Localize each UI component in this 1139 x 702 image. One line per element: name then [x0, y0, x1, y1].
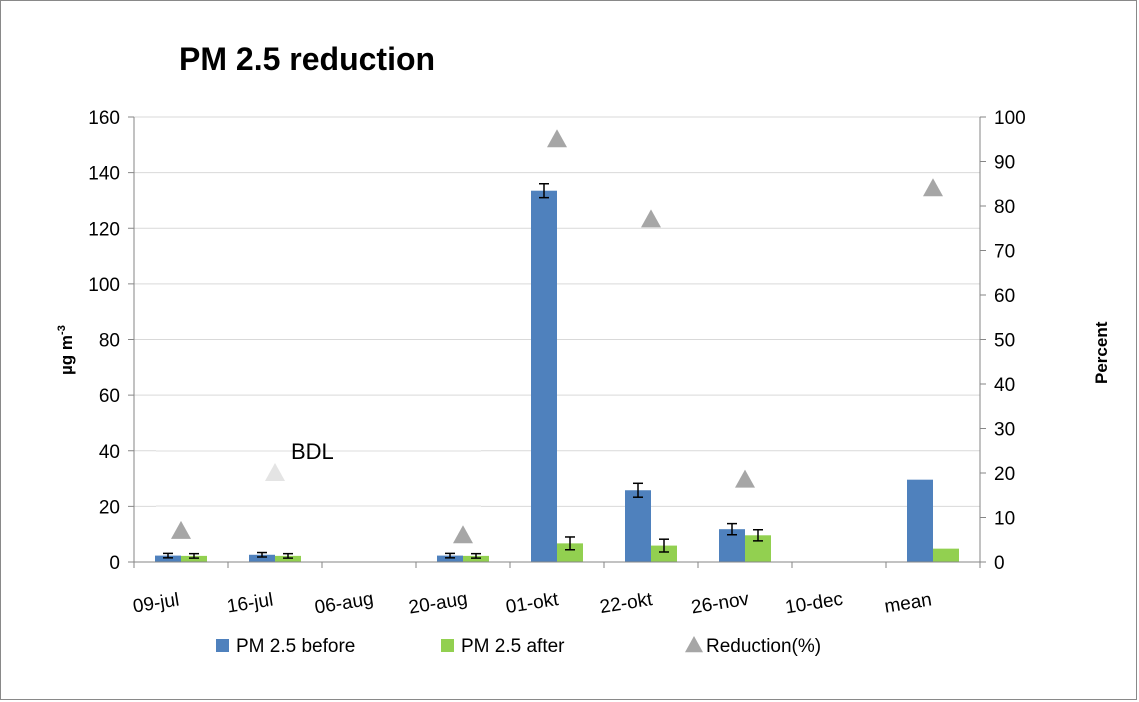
x-tick-label: 16-jul [226, 590, 275, 618]
reduction-marker [735, 469, 755, 488]
y-axis-label-superscript: -3 [56, 325, 68, 335]
bar [531, 190, 557, 562]
reduction-marker [641, 209, 661, 228]
y-axis-label-text: µg m [57, 335, 76, 375]
y2-tick-label: 60 [994, 286, 1015, 307]
reduction-marker [923, 178, 943, 197]
y-tick-label: 60 [99, 386, 120, 407]
reduction-marker [265, 463, 285, 481]
y-tick-label: 0 [109, 553, 120, 574]
y-tick-label: 140 [88, 164, 120, 185]
bar [437, 555, 463, 562]
y-tick-label: 40 [99, 442, 120, 463]
y2-tick-label: 80 [994, 197, 1015, 218]
error-bars [163, 183, 763, 559]
y-tick-label: 120 [88, 219, 120, 240]
reduction-marker [171, 520, 191, 539]
y-tick-label: 20 [99, 497, 120, 518]
x-tick-label: 20-aug [407, 589, 469, 619]
x-tick-label: mean [883, 589, 933, 617]
y-tick-label: 80 [99, 331, 120, 352]
reduction-markers [171, 129, 943, 544]
x-tick-label: 09-jul [132, 590, 181, 618]
y2-tick-label: 90 [994, 153, 1015, 174]
x-tick-label: 06-aug [313, 589, 375, 619]
legend-swatch [441, 639, 454, 652]
legend-label: PM 2.5 after [461, 636, 565, 657]
x-tick-labels: 09-jul 16-jul 06-aug 20-aug 01-okt 22-okt 26-n… [132, 589, 934, 619]
chart-title: PM 2.5 reduction [179, 41, 435, 77]
bar [651, 545, 677, 562]
bar [181, 555, 207, 562]
y2-tick-label: 100 [994, 108, 1026, 129]
y2-tick-labels: 0 10 20 30 40 50 60 70 80 90 100 [994, 108, 1026, 574]
bar [155, 555, 181, 562]
bar [907, 479, 933, 562]
y2-tick-label: 10 [994, 509, 1015, 530]
x-tick-label: 22-okt [598, 589, 654, 618]
y-tick-label: 160 [88, 108, 120, 129]
y2-tick-label: 40 [994, 375, 1015, 396]
bar [249, 554, 275, 562]
bdl-annotation: BDL [291, 439, 334, 464]
axes [128, 116, 986, 568]
bars [155, 190, 959, 562]
bar [933, 548, 959, 562]
y2-tick-label: 0 [994, 553, 1005, 574]
bar [625, 490, 651, 562]
reduction-marker [453, 525, 473, 544]
legend-swatch [216, 639, 229, 652]
legend-label: PM 2.5 before [236, 636, 355, 657]
y2-axis-label: Percent [1092, 321, 1111, 384]
y2-tick-label: 50 [994, 331, 1015, 352]
y2-tick-label: 20 [994, 464, 1015, 485]
bar [275, 555, 301, 562]
legend-marker [685, 636, 703, 653]
y-tick-label: 100 [88, 275, 120, 296]
bar [463, 555, 489, 562]
x-tick-label: 10-dec [784, 589, 845, 619]
x-tick-label: 26-nov [690, 589, 751, 619]
y-tick-labels: 0 20 40 60 80 100 120 140 160 [88, 108, 120, 574]
bar [557, 543, 583, 562]
legend: PM 2.5 before PM 2.5 after Reduction(%) [216, 636, 821, 657]
reduction-marker [547, 129, 567, 148]
y2-tick-label: 30 [994, 420, 1015, 441]
y-axis-label: µg m-3 [56, 325, 76, 375]
x-tick-label: 01-okt [504, 589, 560, 618]
y2-tick-label: 70 [994, 242, 1015, 263]
legend-label: Reduction(%) [706, 636, 821, 657]
